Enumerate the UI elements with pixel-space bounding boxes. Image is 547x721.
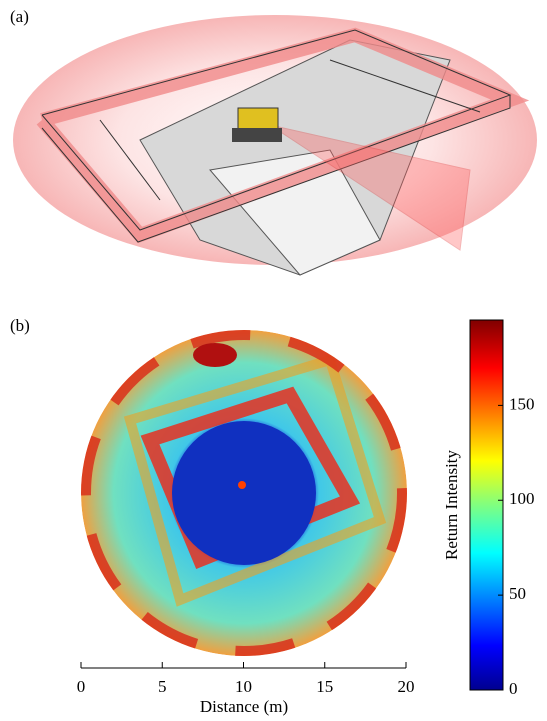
figure: (a) (b) Distance (m) Return Intensity 0 5… [0, 0, 547, 721]
tank-render [13, 15, 537, 275]
panel-label: (b) [10, 316, 30, 335]
panel-label: (a) [10, 7, 29, 26]
x-tick-label: 10 [235, 677, 252, 696]
colorbar-label: Return Intensity [442, 449, 461, 560]
colorbar-tick-label: 100 [509, 489, 535, 508]
x-tick-label: 5 [158, 677, 167, 696]
colorbar-tick-label: 50 [509, 584, 526, 603]
colorbar [470, 320, 503, 690]
x-tick-label: 0 [77, 677, 86, 696]
x-tick-label: 20 [398, 677, 415, 696]
x-tick-label: 15 [316, 677, 333, 696]
sonar-image [81, 330, 407, 656]
x-axis-label: Distance (m) [200, 697, 288, 716]
colorbar-tick-label: 150 [509, 394, 535, 413]
colorbar-tick-label: 0 [509, 679, 518, 698]
